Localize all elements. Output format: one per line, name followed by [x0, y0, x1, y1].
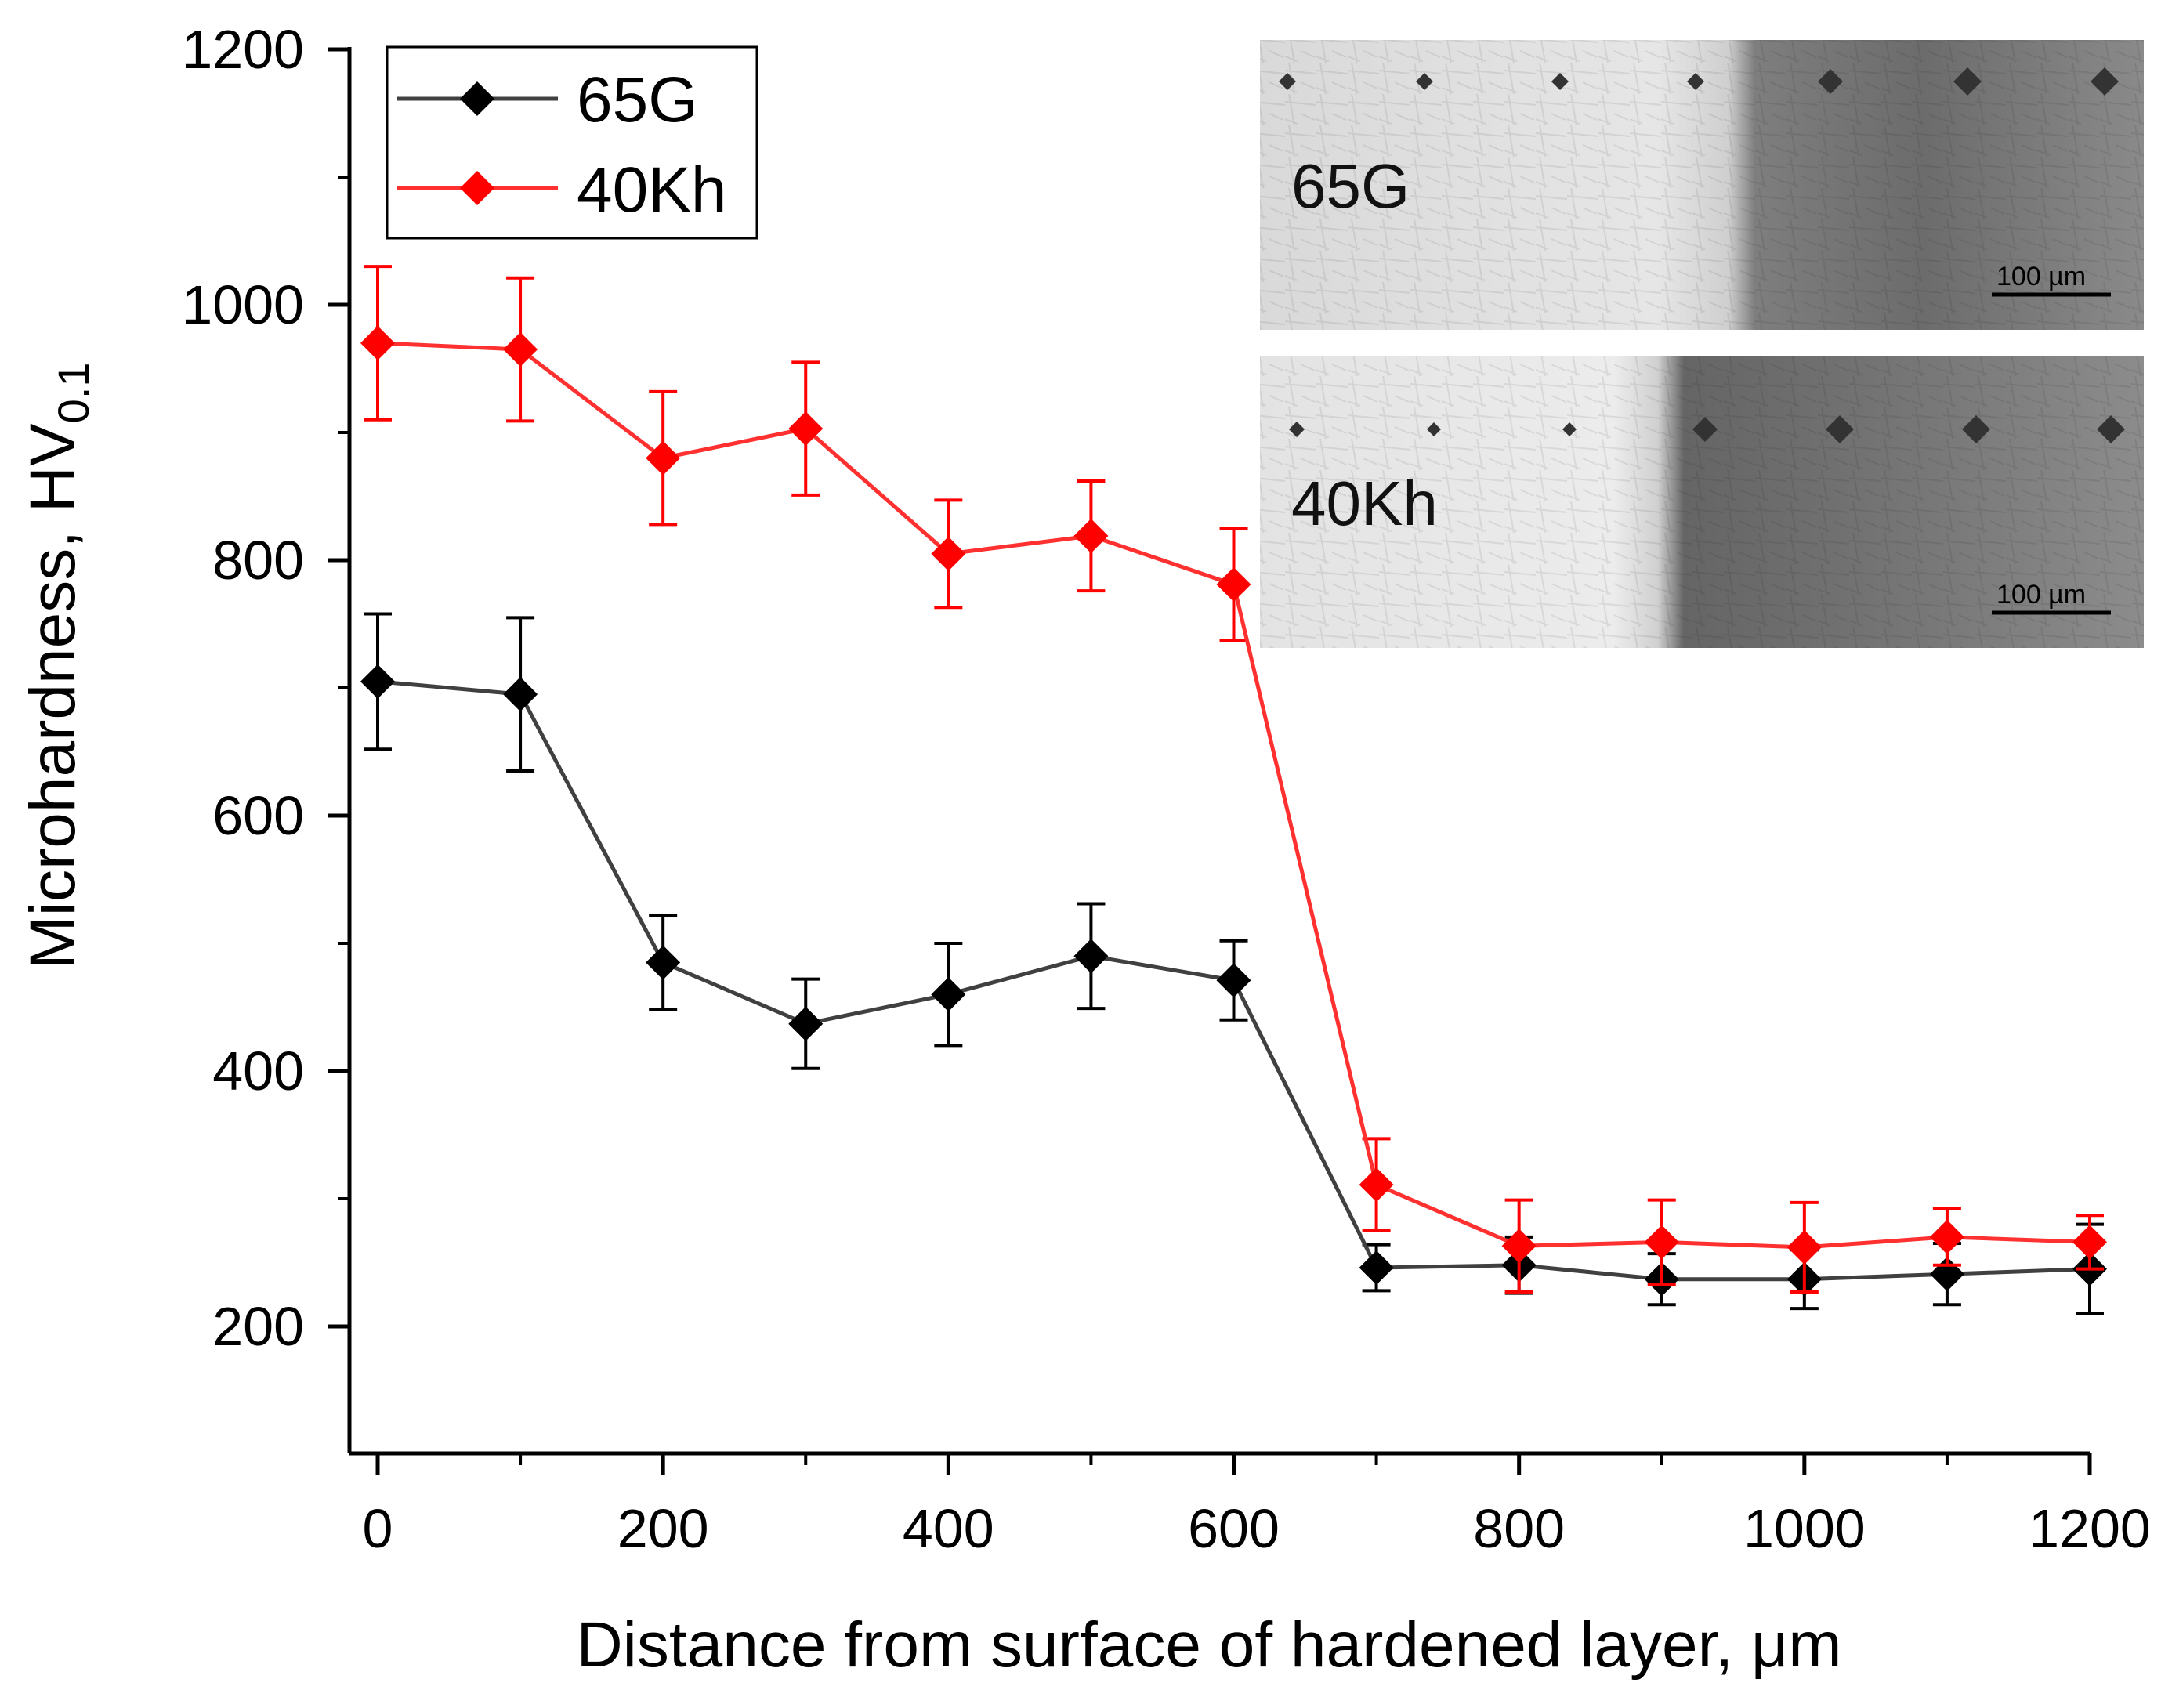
marker-40Kh-1000 [1786, 1229, 1822, 1265]
indent-mark-indents-65g-3 [1687, 73, 1704, 90]
marker-65G-500 [1073, 939, 1109, 974]
series-65G [360, 612, 2107, 1315]
marker-40Kh-800 [1501, 1229, 1537, 1264]
marker-65G-700 [1359, 1250, 1394, 1286]
x-ticks: 0 200 400 600 800 1000 1200 [363, 1453, 2151, 1559]
y-tick-label-400: 400 [212, 1040, 304, 1102]
indent-mark-indents-40kh-6 [2097, 415, 2125, 443]
marker-40Kh-1100 [1929, 1219, 1964, 1254]
scale-bar-label-65g: 100 µm [1996, 262, 2086, 291]
marker-65G-200 [646, 945, 681, 980]
x-tick-label-1200: 1200 [2029, 1498, 2151, 1559]
indent-mark-indents-40kh-4 [1826, 415, 1854, 443]
legend-label-40kh: 40Kh [577, 154, 727, 226]
indent-mark-indents-40kh-1 [1427, 422, 1441, 436]
micrograph-40kh-texture [1260, 356, 2144, 648]
marker-40Kh-500 [1073, 519, 1109, 554]
legend-label-65g: 65G [577, 64, 698, 136]
inset-label-65g: 65G [1291, 151, 1410, 221]
indent-mark-indents-65g-6 [2091, 67, 2119, 96]
indent-marks-40kh [1289, 415, 2125, 443]
indent-mark-indents-40kh-3 [1692, 417, 1718, 442]
x-tick-label-200: 200 [617, 1498, 709, 1559]
marker-65G-100 [503, 677, 538, 712]
y-axis-title: Microhardness, HV0.1 [17, 362, 98, 969]
y-tick-label-600: 600 [212, 785, 304, 846]
marker-40Kh-300 [788, 411, 824, 447]
legend: 65G 40Kh [386, 45, 758, 240]
legend-item-65g: 65G [397, 64, 698, 136]
scale-bar-label-40kh: 100 µm [1996, 580, 2086, 610]
legend-item-40kh: 40Kh [397, 154, 727, 226]
indent-mark-indents-40kh-2 [1562, 422, 1577, 436]
x-tick-label-1000: 1000 [1743, 1498, 1866, 1559]
inset-65g: 65G 100 µm [1260, 40, 2144, 330]
marker-40Kh-400 [931, 536, 966, 571]
marker-65G-0 [360, 664, 395, 699]
y-ticks: 200 400 600 800 1000 1200 [182, 19, 349, 1357]
indent-mark-indents-65g-5 [1953, 67, 1982, 96]
marker-40Kh-900 [1644, 1225, 1679, 1260]
indent-mark-indents-40kh-5 [1962, 415, 1990, 443]
legend-marker-65g [460, 81, 494, 116]
x-tick-label-800: 800 [1473, 1498, 1565, 1559]
series-40Kh [360, 265, 2107, 1294]
marker-40Kh-100 [503, 332, 538, 367]
marker-40Kh-600 [1216, 566, 1251, 602]
y-tick-label-1200: 1200 [182, 19, 304, 80]
y-tick-label-800: 800 [212, 530, 304, 591]
x-tick-label-0: 0 [363, 1498, 393, 1559]
series-layer [360, 265, 2107, 1315]
y-axis-title-main: Microhardness, HV [17, 423, 89, 970]
marker-65G-400 [931, 977, 966, 1012]
y-tick-label-1000: 1000 [182, 274, 304, 335]
indent-mark-indents-65g-4 [1818, 69, 1843, 94]
axes [347, 47, 2090, 1456]
marker-40Kh-0 [360, 325, 395, 360]
marker-65G-600 [1216, 963, 1251, 998]
inset-40kh: 40Kh 100 µm [1260, 356, 2144, 648]
y-axis-title-subscript: 0.1 [49, 362, 98, 423]
y-tick-label-200: 200 [212, 1296, 304, 1357]
indent-mark-indents-65g-1 [1416, 73, 1433, 90]
indent-mark-indents-65g-2 [1551, 73, 1569, 90]
marker-40Kh-1200 [2072, 1225, 2107, 1260]
marker-65G-300 [788, 1006, 824, 1041]
inset-label-40kh: 40Kh [1291, 469, 1438, 538]
legend-box [386, 45, 758, 240]
marker-40Kh-200 [646, 440, 681, 476]
marker-40Kh-700 [1359, 1167, 1394, 1203]
x-tick-label-600: 600 [1188, 1498, 1280, 1559]
x-tick-label-400: 400 [903, 1498, 994, 1559]
indent-mark-indents-65g-0 [1279, 73, 1296, 90]
legend-marker-40kh [460, 171, 494, 205]
indent-mark-indents-40kh-0 [1289, 422, 1305, 437]
micrograph-65g-texture [1260, 40, 2144, 330]
x-axis-title: Distance from surface of hardened layer,… [576, 1609, 1841, 1681]
indent-marks-65g [1279, 67, 2119, 96]
